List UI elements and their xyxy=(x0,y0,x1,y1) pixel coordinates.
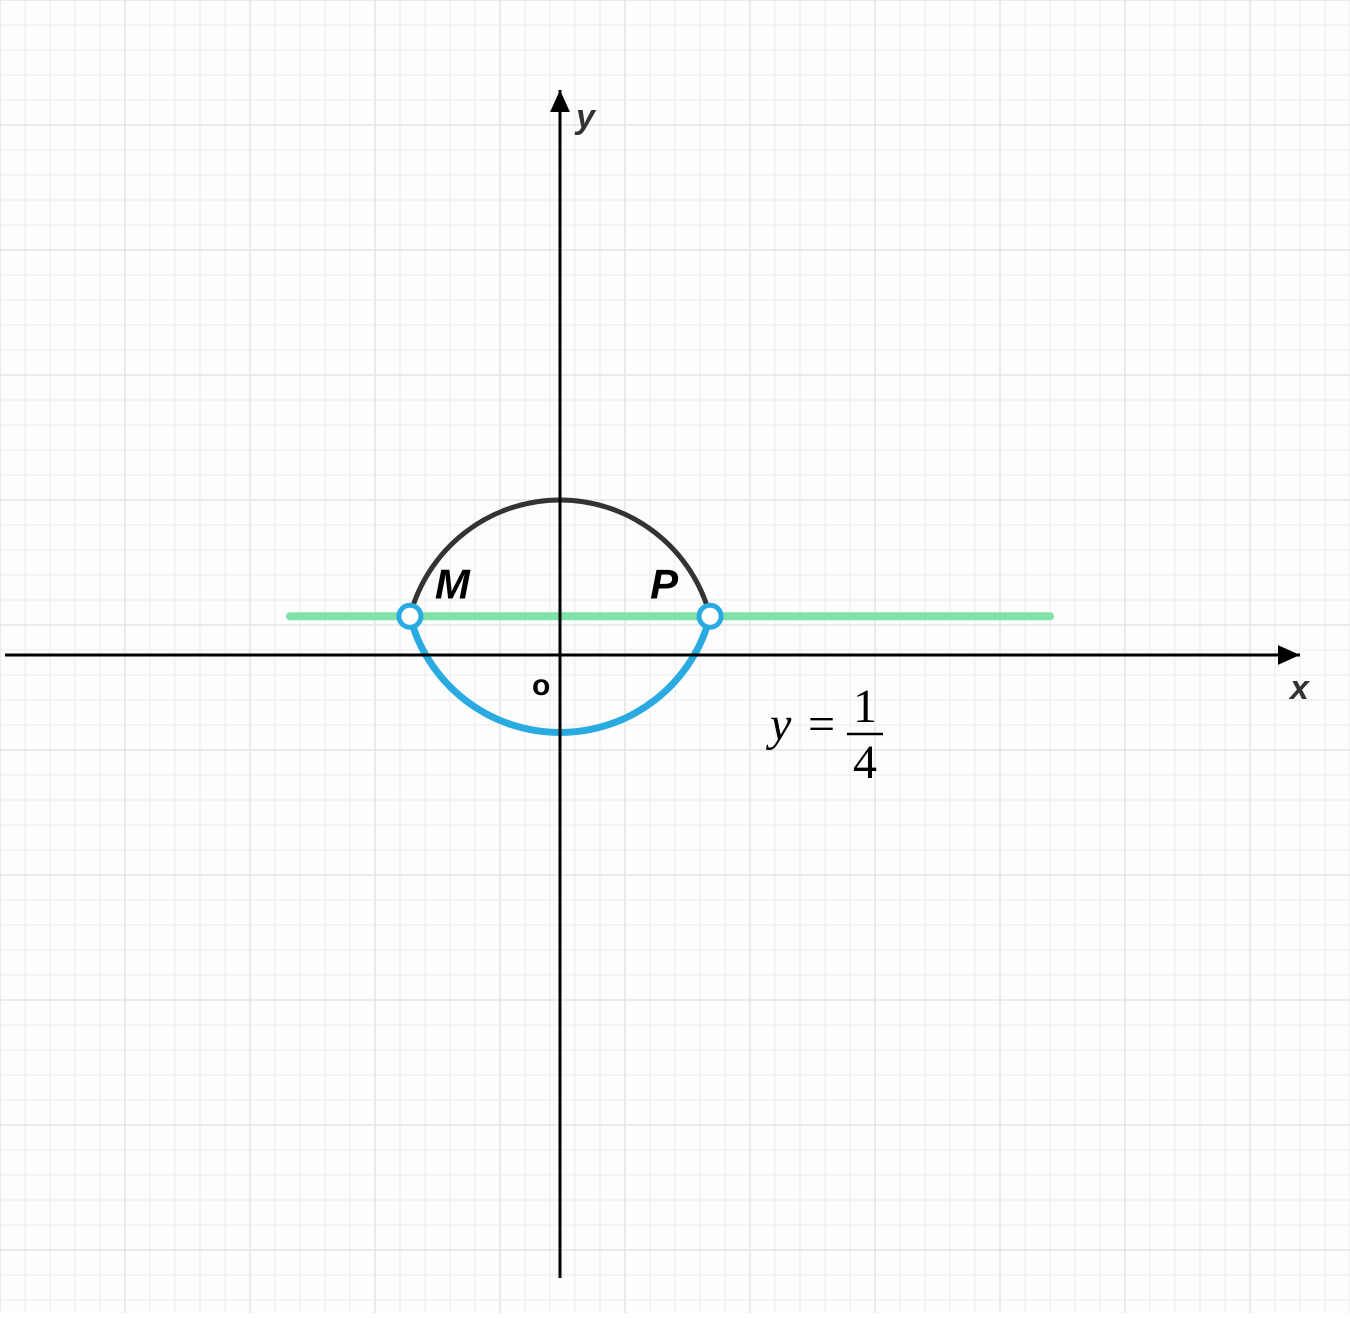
point-p-marker-icon xyxy=(699,605,721,627)
point-m-label: M xyxy=(435,560,471,607)
equation-numerator: 1 xyxy=(853,680,877,733)
y-axis-label: y xyxy=(574,98,597,136)
point-p-label: P xyxy=(650,560,679,607)
origin-label: o xyxy=(532,669,550,702)
coordinate-diagram: o x y M Py = 14 xyxy=(0,0,1350,1313)
equation-lhs: y xyxy=(765,698,792,751)
equation-equals: = xyxy=(808,698,835,751)
x-axis-label: x xyxy=(1288,669,1311,707)
point-m-marker-icon xyxy=(399,605,421,627)
equation-denominator: 4 xyxy=(853,736,877,789)
